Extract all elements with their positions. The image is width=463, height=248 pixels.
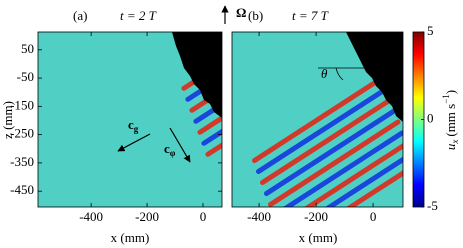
panel-label: (b) <box>248 8 263 23</box>
cg-label: cg <box>128 117 139 134</box>
wave-band <box>197 115 222 135</box>
panel-title: t = 7 T <box>292 8 329 23</box>
wave-band <box>268 119 401 207</box>
frame-b <box>231 31 404 208</box>
colorbar-tick-label: 5 <box>427 23 434 38</box>
wave-band <box>201 128 222 146</box>
wave-band <box>205 142 222 157</box>
y-tick-label: -250 <box>10 126 34 141</box>
phase-velocity-arrow <box>169 127 191 163</box>
group-velocity-arrow <box>117 133 151 152</box>
colorbar-label: ux(mm s−1) <box>441 90 460 150</box>
wave-band <box>264 108 397 196</box>
theta-label: θ <box>321 66 328 81</box>
wave-band <box>346 170 403 207</box>
x-tick-label: 0 <box>370 209 377 224</box>
wave-band <box>256 86 389 174</box>
cphi-label: cφ <box>164 141 176 158</box>
panel-label: (a) <box>73 8 87 23</box>
x-axis-label: x (mm) <box>299 230 338 245</box>
angle-arc <box>335 67 344 81</box>
field-b <box>232 32 403 207</box>
wave-band <box>325 156 403 207</box>
y-tick-label: 50 <box>21 41 34 56</box>
x-tick-label: -400 <box>247 209 271 224</box>
y-tick-label: -150 <box>10 97 34 112</box>
x-tick-label: -200 <box>135 209 159 224</box>
y-tick-label: -450 <box>10 182 34 197</box>
x-tick-label: -200 <box>304 209 328 224</box>
x-tick-label: -400 <box>79 209 103 224</box>
y-tick-label: -50 <box>17 69 34 84</box>
y-axis-label: z (mm) <box>0 101 15 139</box>
y-tick-label: -350 <box>10 154 34 169</box>
frame-a <box>37 31 223 208</box>
wave-band <box>283 130 403 207</box>
x-axis-label: x (mm) <box>111 230 150 245</box>
panel-title: t = 2 T <box>120 8 157 23</box>
field-a <box>38 32 222 207</box>
wave-band <box>304 142 403 207</box>
wave-band <box>260 97 393 185</box>
colorbar-tick-label: -5 <box>427 198 438 213</box>
x-tick-label: 0 <box>200 209 207 224</box>
rotation-label: Ω <box>236 5 246 20</box>
colorbar-tick-label: 0 <box>427 110 434 125</box>
wave-band <box>252 75 385 163</box>
